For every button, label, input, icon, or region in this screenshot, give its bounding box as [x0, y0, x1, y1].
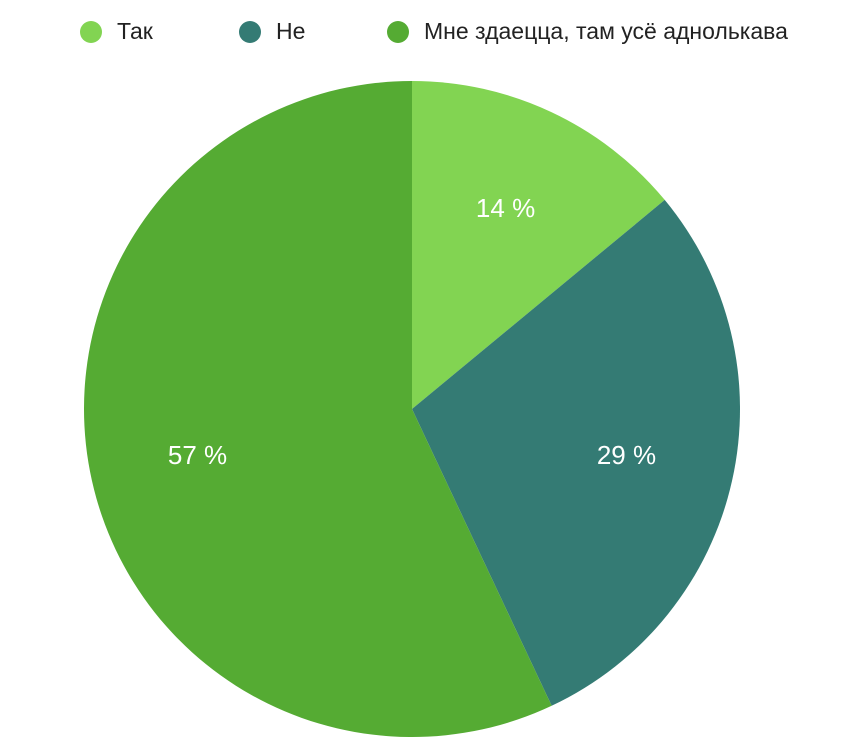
legend-label: Мне здаецца, там усё аднолькава: [424, 18, 788, 44]
legend-label: Не: [276, 18, 305, 44]
slice-label: 14 %: [476, 193, 535, 223]
pie-slice: [83, 81, 552, 737]
slice-label: 57 %: [168, 440, 227, 470]
legend-marker: [239, 21, 261, 43]
pie-slice: [412, 81, 665, 409]
legend-marker: [387, 21, 409, 43]
pie-slice: [412, 199, 740, 706]
slice-label: 29 %: [597, 440, 656, 470]
legend-marker: [80, 21, 102, 43]
legend-label: Так: [117, 18, 154, 44]
